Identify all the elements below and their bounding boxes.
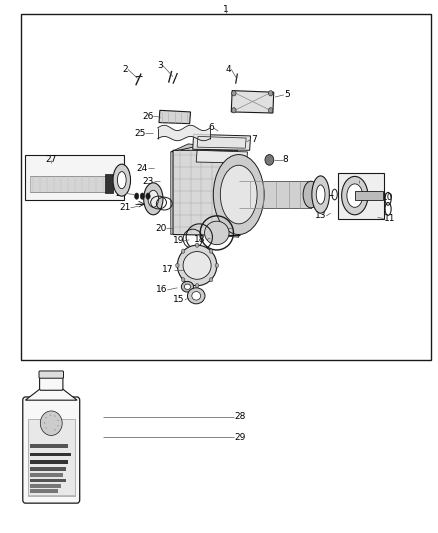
Ellipse shape <box>209 249 213 253</box>
Text: 2: 2 <box>122 65 128 74</box>
Text: 10: 10 <box>382 193 393 201</box>
Text: 6: 6 <box>208 124 214 132</box>
Text: 1: 1 <box>223 5 229 14</box>
Polygon shape <box>159 110 191 124</box>
Ellipse shape <box>232 91 236 96</box>
Ellipse shape <box>215 263 219 268</box>
Text: 15: 15 <box>173 295 185 304</box>
Ellipse shape <box>183 252 211 279</box>
Bar <box>30 489 58 493</box>
Ellipse shape <box>303 181 319 208</box>
Polygon shape <box>239 181 311 208</box>
Text: 16: 16 <box>156 286 167 294</box>
Text: 23: 23 <box>143 177 154 185</box>
Text: 8: 8 <box>283 156 288 164</box>
Text: 19: 19 <box>173 237 184 245</box>
Polygon shape <box>171 144 237 152</box>
Ellipse shape <box>265 155 274 165</box>
Ellipse shape <box>232 108 236 113</box>
Ellipse shape <box>220 165 257 224</box>
Polygon shape <box>25 387 77 400</box>
Text: 27: 27 <box>45 156 57 164</box>
Bar <box>30 453 71 456</box>
Text: 17: 17 <box>162 265 174 274</box>
Text: 24: 24 <box>136 164 148 173</box>
Ellipse shape <box>347 184 363 207</box>
Bar <box>30 444 68 448</box>
Ellipse shape <box>181 278 185 282</box>
Bar <box>30 479 66 482</box>
Polygon shape <box>173 150 240 236</box>
Text: 3: 3 <box>157 61 163 70</box>
Text: 5: 5 <box>284 91 290 99</box>
FancyBboxPatch shape <box>39 374 63 390</box>
Ellipse shape <box>148 190 159 207</box>
Ellipse shape <box>144 183 163 215</box>
Ellipse shape <box>342 176 368 215</box>
Ellipse shape <box>268 108 273 113</box>
Ellipse shape <box>146 193 150 199</box>
Ellipse shape <box>205 221 229 245</box>
Bar <box>355 191 383 200</box>
Ellipse shape <box>181 249 185 253</box>
Bar <box>30 473 64 477</box>
Ellipse shape <box>140 193 145 199</box>
Bar <box>21 14 431 360</box>
Text: 14: 14 <box>232 224 244 232</box>
Bar <box>25 155 124 200</box>
Ellipse shape <box>209 278 213 282</box>
Text: 22: 22 <box>115 189 126 198</box>
Polygon shape <box>206 144 239 237</box>
Ellipse shape <box>181 281 194 292</box>
Ellipse shape <box>177 245 217 286</box>
Polygon shape <box>193 134 251 150</box>
FancyBboxPatch shape <box>39 371 64 378</box>
Ellipse shape <box>176 263 179 268</box>
Polygon shape <box>231 91 274 113</box>
Ellipse shape <box>113 164 131 196</box>
Polygon shape <box>171 144 208 235</box>
Bar <box>30 484 61 488</box>
Text: 18: 18 <box>194 236 206 244</box>
Text: 13: 13 <box>315 212 326 220</box>
Text: 7: 7 <box>251 135 257 144</box>
Ellipse shape <box>312 176 329 213</box>
Ellipse shape <box>268 91 273 96</box>
Ellipse shape <box>134 193 139 199</box>
FancyBboxPatch shape <box>23 397 80 503</box>
Text: 28: 28 <box>234 413 246 421</box>
Ellipse shape <box>40 411 62 435</box>
Text: 12: 12 <box>353 175 365 184</box>
Ellipse shape <box>195 284 199 288</box>
Bar <box>105 174 113 193</box>
Ellipse shape <box>117 172 126 189</box>
Bar <box>30 467 66 471</box>
Polygon shape <box>196 150 247 163</box>
Text: 4: 4 <box>226 65 231 74</box>
Ellipse shape <box>192 292 201 300</box>
Ellipse shape <box>184 284 191 289</box>
Text: 20: 20 <box>155 224 166 232</box>
Text: 26: 26 <box>142 112 153 120</box>
Ellipse shape <box>187 288 205 304</box>
Text: 29: 29 <box>234 433 246 441</box>
Text: 21: 21 <box>119 204 131 212</box>
Bar <box>28 419 75 496</box>
Bar <box>338 173 384 219</box>
Bar <box>30 176 113 192</box>
Ellipse shape <box>316 185 325 204</box>
Text: 25: 25 <box>134 129 145 138</box>
Text: 11: 11 <box>384 214 395 223</box>
Text: 9: 9 <box>321 189 326 197</box>
Ellipse shape <box>195 243 199 247</box>
Ellipse shape <box>213 155 264 235</box>
Bar <box>30 460 68 464</box>
